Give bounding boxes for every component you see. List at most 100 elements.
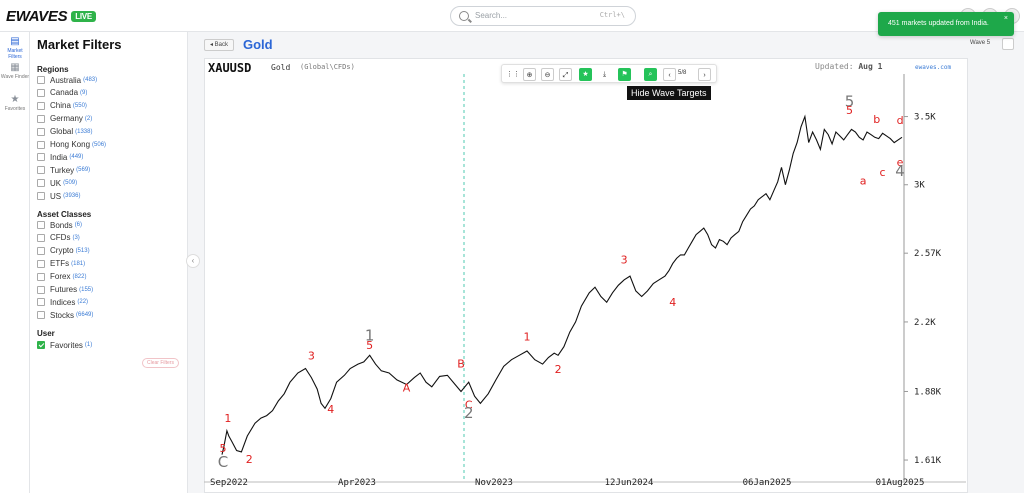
filter-indices[interactable]: Indices (22) — [37, 296, 88, 308]
filter-count: (509) — [63, 180, 78, 187]
y-tick-label: 1.88K — [914, 387, 942, 397]
wave-finder-icon: ▦ — [10, 62, 20, 73]
checkbox[interactable] — [37, 140, 45, 149]
filter-label: ETFs — [50, 259, 70, 269]
checkbox[interactable] — [37, 76, 45, 84]
search-zoom-icon[interactable]: ⌕ — [644, 68, 657, 81]
filter-label: Germany — [50, 114, 83, 124]
wave-label: 2 — [555, 363, 562, 376]
filter-count: (3936) — [63, 193, 81, 200]
filter-uk[interactable]: UK (509) — [37, 177, 77, 189]
filter-forex[interactable]: Forex (822) — [37, 271, 86, 283]
checkbox[interactable] — [37, 192, 45, 201]
collapse-panel-button[interactable]: ‹ — [186, 254, 200, 268]
live-badge: LIVE — [71, 11, 96, 22]
toast-close-button[interactable]: × — [1003, 15, 1008, 22]
checkbox[interactable] — [37, 298, 45, 307]
wave-label: 4 — [895, 162, 905, 180]
app-logo[interactable]: EWAVES LIVE — [6, 8, 96, 25]
checkbox[interactable] — [37, 233, 45, 242]
filter-china[interactable]: China (550) — [37, 100, 87, 112]
checkbox[interactable] — [37, 272, 45, 281]
filter-bonds[interactable]: Bonds (6) — [37, 219, 82, 231]
wave-label: 3 — [621, 254, 628, 267]
filter-canada[interactable]: Canada (9) — [37, 87, 87, 99]
filter-turkey[interactable]: Turkey (569) — [37, 164, 90, 176]
filter-count: (155) — [79, 286, 94, 293]
checkbox[interactable] — [37, 221, 45, 229]
asset-classes-title: Asset Classes — [37, 210, 92, 219]
checkbox[interactable] — [37, 114, 45, 123]
filter-count: (6649) — [76, 312, 94, 319]
wave-toggle-button[interactable] — [1002, 38, 1014, 50]
checkbox[interactable] — [37, 88, 45, 97]
filter-label: Australia — [50, 75, 82, 85]
filter-count: (181) — [71, 260, 86, 267]
checkbox[interactable] — [37, 311, 45, 320]
filter-global[interactable]: Global (1338) — [37, 126, 92, 138]
clear-filters-button[interactable]: Clear Filters — [142, 358, 179, 368]
search-input[interactable]: Search... Ctrl+\ — [450, 6, 636, 26]
filter-count: (483) — [83, 77, 98, 83]
nav-label: Favorites — [4, 106, 26, 112]
next-page-icon[interactable]: › — [698, 68, 711, 81]
price-line — [221, 114, 903, 455]
filter-cfds[interactable]: CFDs (3) — [37, 232, 80, 244]
filter-futures[interactable]: Futures (155) — [37, 284, 93, 296]
regions-title: Regions — [37, 65, 69, 74]
filter-crypto[interactable]: Crypto (513) — [37, 245, 90, 257]
search-placeholder: Search... — [475, 11, 508, 20]
filter-count: (6) — [74, 222, 83, 228]
top-bar: EWAVES LIVE Search... Ctrl+\ — [0, 0, 1024, 32]
filter-australia[interactable]: Australia (483) — [37, 74, 97, 86]
filter-label: Futures — [50, 285, 78, 294]
x-tick-label: 01Aug2025 — [876, 478, 925, 488]
wave-label: c — [880, 166, 886, 179]
filter-hong-kong[interactable]: Hong Kong (506) — [37, 139, 106, 151]
filter-india[interactable]: India (449) — [37, 151, 83, 163]
zoom-out-icon[interactable]: ⊖ — [541, 68, 554, 81]
download-icon[interactable]: ⤓ — [602, 71, 607, 78]
filter-favorites[interactable]: Favorites (1) — [37, 339, 92, 351]
fullscreen-icon[interactable]: ⤢ — [559, 68, 572, 81]
wave-label: 5 — [366, 339, 373, 352]
filter-count: (3) — [72, 234, 80, 241]
nav-market-filters[interactable]: ▤ Market Filters — [0, 36, 30, 60]
filter-etfs[interactable]: ETFs (181) — [37, 258, 85, 270]
checkbox[interactable] — [37, 179, 45, 188]
filter-stocks[interactable]: Stocks (6649) — [37, 309, 93, 321]
filter-label: Hong Kong — [50, 140, 91, 149]
checkbox[interactable] — [37, 259, 45, 268]
filter-label: Indices — [50, 297, 76, 307]
filter-count: (550) — [72, 102, 87, 109]
checkbox[interactable] — [37, 166, 45, 175]
checkbox[interactable] — [37, 127, 45, 136]
hide-wave-targets-tooltip: Hide Wave Targets — [627, 86, 711, 100]
site-label: ewaves.com — [915, 64, 952, 71]
nav-favorites[interactable]: ★ Favorites — [0, 94, 30, 112]
page-title: Gold — [243, 37, 273, 52]
filter-us[interactable]: US (3936) — [37, 190, 80, 202]
checkbox[interactable] — [37, 101, 45, 110]
favorite-star-icon[interactable]: ★ — [579, 68, 592, 81]
wave-targets-icon[interactable]: ⚑ — [618, 68, 631, 81]
filter-count: (449) — [69, 154, 84, 161]
filter-label: Favorites — [50, 340, 83, 350]
nav-wave-finder[interactable]: ▦ Wave Finder — [0, 62, 30, 80]
checkbox[interactable] — [37, 341, 45, 349]
wave-label: 2 — [246, 453, 253, 466]
back-button[interactable]: ◂ Back — [204, 39, 234, 51]
prev-page-icon[interactable]: ‹ — [663, 68, 676, 81]
checkbox[interactable] — [37, 285, 45, 294]
y-tick-label: 3.5K — [914, 113, 936, 123]
wave-label: 4 — [327, 403, 334, 416]
zoom-in-icon[interactable]: ⊕ — [523, 68, 536, 81]
filter-label: India — [50, 152, 68, 162]
checkbox[interactable] — [37, 246, 45, 255]
checkbox[interactable] — [37, 153, 45, 162]
filter-germany[interactable]: Germany (2) — [37, 113, 92, 125]
toast-notification: 451 markets updated from India. × — [878, 12, 1014, 36]
menu-grid-icon[interactable]: ⋮⋮ — [506, 71, 520, 78]
filters-title: Market Filters — [37, 37, 122, 52]
